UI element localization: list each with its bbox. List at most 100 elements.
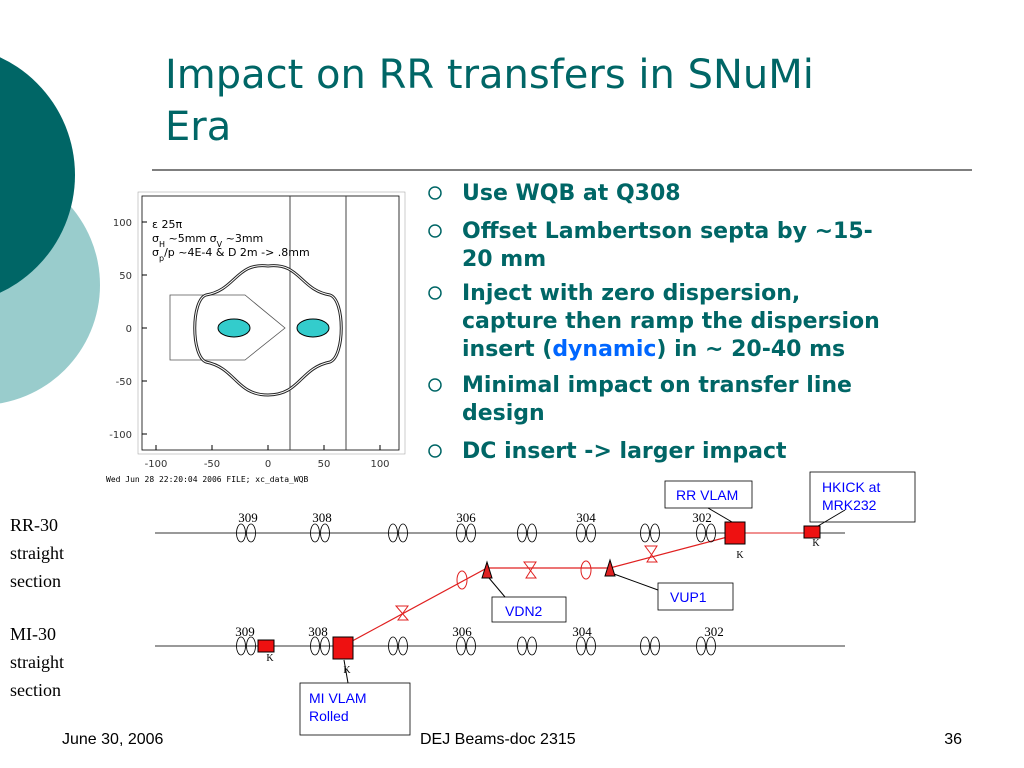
bullet-text: ) in ~ 20-40 ms (656, 337, 845, 362)
callout-text: RR VLAM (676, 487, 738, 503)
quad (388, 523, 398, 543)
quad (640, 523, 650, 543)
septum-shape (169, 294, 286, 361)
bullet-line: design (462, 401, 545, 426)
quad (650, 523, 660, 543)
plot-frame (137, 191, 406, 455)
legend-text: σ (152, 246, 159, 259)
legend-text: ε 25π (152, 218, 182, 231)
quad (388, 636, 398, 656)
bullet-line: capture then ramp the dispersion (462, 309, 880, 334)
legend-text: H (159, 240, 165, 249)
acceptance-curve-inner (194, 265, 342, 396)
plot: Wed Jun 28 22:20:04 2006 FILE; xc_data_W… (106, 191, 406, 484)
quad (650, 636, 660, 656)
legend-text: V (217, 240, 223, 249)
bullet-line: Use WQB at Q308 (462, 181, 681, 206)
plot-axes (141, 195, 400, 451)
quad (576, 523, 586, 543)
arrow (613, 573, 659, 591)
callout-box (809, 471, 916, 523)
title-line: Era (165, 104, 231, 150)
mi-label: MI-30 (10, 624, 56, 644)
arrow (488, 577, 506, 598)
quad (696, 636, 706, 656)
y-tick-label: 0 (126, 324, 132, 335)
bullet-text: design (462, 401, 545, 426)
arrow (817, 509, 846, 527)
quad (640, 636, 650, 656)
transfer-line (342, 534, 736, 647)
quad (576, 636, 586, 656)
quad (246, 636, 256, 656)
quad-number: 309 (235, 624, 255, 639)
plot-footer: Wed Jun 28 22:20:04 2006 FILE; xc_data_W… (106, 475, 308, 484)
x-tick-label: 0 (265, 459, 271, 470)
beam-ellipse (296, 318, 330, 338)
legend-text: p (159, 254, 164, 263)
quad (398, 636, 408, 656)
callout-text: MI VLAM (309, 690, 367, 706)
quad-number: 306 (456, 510, 476, 525)
legend-line: σp/p ~4E-4 & D 2m -> .8mm (152, 246, 310, 263)
callout-text: Rolled (309, 708, 349, 724)
callout-boxes (299, 471, 916, 736)
vup1-magnet (604, 558, 616, 577)
bullet-text: DC insert -> larger impact (462, 439, 787, 464)
arrow (343, 659, 349, 684)
kicker-label: K (343, 665, 351, 676)
bullet-marker (428, 378, 442, 392)
bullet-text: Use WQB at Q308 (462, 181, 681, 206)
bullet-marker (428, 286, 442, 300)
callout-text: HKICK at (822, 479, 880, 495)
kicker-label: K (266, 653, 274, 664)
quad-number: 302 (704, 624, 724, 639)
quad (310, 636, 320, 656)
footer-date: June 30, 2006 (62, 731, 164, 748)
quad (466, 636, 476, 656)
quad (320, 636, 330, 656)
quad-number: 308 (312, 510, 332, 525)
bullet-line: DC insert -> larger impact (462, 439, 787, 464)
mi-vlam-magnet (332, 636, 354, 660)
quad (706, 636, 716, 656)
bullet-text: Offset Lambertson septa by ~15- (462, 219, 873, 244)
decor-circle-dark (0, 57, 75, 293)
quad (246, 523, 256, 543)
quad-number: 304 (572, 624, 592, 639)
x-tick-label: -100 (145, 459, 168, 470)
kicker-label: K (736, 550, 744, 561)
quad (398, 523, 408, 543)
quad (706, 523, 716, 543)
rr-label: RR-30 (10, 515, 58, 535)
legend-text: ~5mm σ (165, 232, 217, 245)
quad (466, 523, 476, 543)
bullet-marker (428, 224, 442, 238)
bullet-line: Minimal impact on transfer line (462, 373, 852, 398)
tl-quad (456, 570, 468, 590)
legend-text: ~3mm (222, 232, 263, 245)
x-tick-label: -50 (204, 459, 220, 470)
bullet-text: 20 mm (462, 247, 546, 272)
mi-label: section (10, 680, 61, 700)
quad (320, 523, 330, 543)
quad-number: 302 (692, 510, 712, 525)
bullet-line: Offset Lambertson septa by ~15- (462, 219, 873, 244)
callout-arrows (343, 507, 846, 684)
bullet-marker (428, 444, 442, 458)
footer-page: 36 (944, 731, 962, 748)
quad (236, 523, 246, 543)
x-tick-label: 50 (318, 459, 331, 470)
mi-label: straight (10, 652, 64, 672)
legend-text: /p ~4E-4 & D 2m -> .8mm (164, 246, 310, 259)
bullet-text: Inject with zero dispersion, (462, 281, 800, 306)
quad (310, 523, 320, 543)
callout-box (491, 596, 567, 623)
legend-line: ε 25π (152, 218, 182, 231)
y-tick-label: 50 (119, 271, 132, 282)
rr-label: straight (10, 543, 64, 563)
quad (517, 523, 527, 543)
quad-number: 308 (308, 624, 328, 639)
quad (236, 636, 246, 656)
